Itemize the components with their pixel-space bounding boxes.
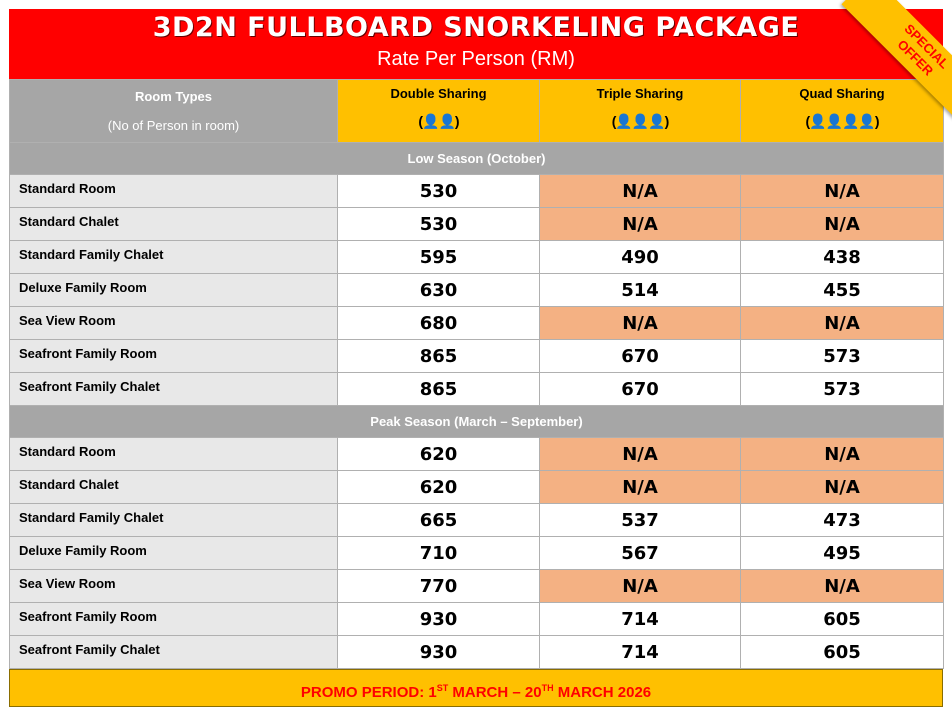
- double-sharing-header: Double Sharing (👤👤): [337, 79, 540, 143]
- room-type-cell: Standard Chalet: [9, 207, 338, 241]
- quad-rate-cell: 605: [740, 635, 944, 669]
- table-row: Standard Family Chalet 595 490 438: [9, 240, 944, 274]
- room-type-cell: Deluxe Family Room: [9, 536, 338, 570]
- room-type-cell: Deluxe Family Room: [9, 273, 338, 307]
- triple-rate-cell: 514: [539, 273, 741, 307]
- room-types-header: Room Types (No of Person in room): [9, 79, 338, 143]
- room-type-cell: Standard Family Chalet: [9, 240, 338, 274]
- promo-sup-st: ST: [436, 683, 449, 693]
- triple-rate-cell: N/A: [539, 174, 741, 208]
- triple-rate-cell: 537: [539, 503, 741, 537]
- table-row: Standard Room 620 N/A N/A: [9, 437, 944, 471]
- two-persons-icon: (👤👤): [418, 113, 459, 129]
- season-label: Low Season (October): [9, 142, 944, 175]
- header-banner: 3D2N FULLBOARD SNORKELING PACKAGE Rate P…: [9, 9, 943, 79]
- triple-rate-cell: 714: [539, 635, 741, 669]
- double-rate-cell: 620: [337, 470, 540, 504]
- quad-sharing-label: Quad Sharing: [799, 86, 885, 101]
- double-rate-cell: 665: [337, 503, 540, 537]
- triple-rate-cell: 490: [539, 240, 741, 274]
- double-rate-cell: 865: [337, 372, 540, 406]
- season-label: Peak Season (March – September): [9, 405, 944, 438]
- promo-prefix: PROMO PERIOD: 1: [300, 684, 437, 701]
- room-type-cell: Standard Room: [9, 174, 338, 208]
- table-row: Standard Chalet 530 N/A N/A: [9, 207, 944, 241]
- double-rate-cell: 530: [337, 174, 540, 208]
- table-row: Sea View Room 680 N/A N/A: [9, 306, 944, 340]
- quad-rate-cell: N/A: [740, 174, 944, 208]
- table-row: Seafront Family Chalet 930 714 605: [9, 635, 944, 669]
- rate-table: Room Types (No of Person in room) Double…: [9, 79, 944, 669]
- double-sharing-label: Double Sharing: [390, 86, 487, 101]
- quad-rate-cell: N/A: [740, 306, 944, 340]
- triple-rate-cell: 670: [539, 339, 741, 373]
- double-rate-cell: 620: [337, 437, 540, 471]
- room-type-cell: Sea View Room: [9, 306, 338, 340]
- room-types-label: Room Types: [134, 89, 213, 104]
- quad-rate-cell: 455: [740, 273, 944, 307]
- promo-period-banner: PROMO PERIOD: 1ST MARCH – 20TH MARCH 202…: [9, 669, 943, 707]
- room-type-cell: Standard Family Chalet: [9, 503, 338, 537]
- quad-rate-cell: N/A: [740, 470, 944, 504]
- triple-rate-cell: N/A: [539, 207, 741, 241]
- room-type-cell: Seafront Family Room: [9, 339, 338, 373]
- promo-middle: MARCH – 20: [448, 684, 542, 701]
- triple-rate-cell: N/A: [539, 569, 741, 603]
- double-rate-cell: 630: [337, 273, 540, 307]
- room-type-cell: Seafront Family Room: [9, 602, 338, 636]
- quad-rate-cell: N/A: [740, 437, 944, 471]
- rate-sheet: 3D2N FULLBOARD SNORKELING PACKAGE Rate P…: [9, 9, 944, 707]
- double-rate-cell: 710: [337, 536, 540, 570]
- promo-sup-th: TH: [541, 683, 554, 693]
- room-type-cell: Sea View Room: [9, 569, 338, 603]
- room-persons-label: (No of Person in room): [107, 118, 240, 133]
- quad-rate-cell: 473: [740, 503, 944, 537]
- quad-sharing-header: Quad Sharing (👤👤👤👤): [740, 79, 944, 143]
- table-row: Standard Chalet 620 N/A N/A: [9, 470, 944, 504]
- quad-rate-cell: 438: [740, 240, 944, 274]
- double-rate-cell: 930: [337, 602, 540, 636]
- quad-rate-cell: N/A: [740, 569, 944, 603]
- double-rate-cell: 595: [337, 240, 540, 274]
- double-rate-cell: 930: [337, 635, 540, 669]
- table-row: Deluxe Family Room 630 514 455: [9, 273, 944, 307]
- table-row: Standard Room 530 N/A N/A: [9, 174, 944, 208]
- triple-rate-cell: 670: [539, 372, 741, 406]
- four-persons-icon: (👤👤👤👤): [805, 113, 879, 129]
- quad-rate-cell: 573: [740, 372, 944, 406]
- table-row: Standard Family Chalet 665 537 473: [9, 503, 944, 537]
- double-rate-cell: 770: [337, 569, 540, 603]
- triple-rate-cell: 567: [539, 536, 741, 570]
- quad-rate-cell: 495: [740, 536, 944, 570]
- season-row: Low Season (October): [9, 142, 944, 175]
- table-row: Seafront Family Room 865 670 573: [9, 339, 944, 373]
- room-type-cell: Seafront Family Chalet: [9, 372, 338, 406]
- quad-rate-cell: 573: [740, 339, 944, 373]
- three-persons-icon: (👤👤👤): [611, 113, 670, 129]
- triple-sharing-label: Triple Sharing: [596, 86, 684, 101]
- table-row: Sea View Room 770 N/A N/A: [9, 569, 944, 603]
- table-row: Seafront Family Chalet 865 670 573: [9, 372, 944, 406]
- table-row: Seafront Family Room 930 714 605: [9, 602, 944, 636]
- quad-rate-cell: N/A: [740, 207, 944, 241]
- table-row: Deluxe Family Room 710 567 495: [9, 536, 944, 570]
- triple-rate-cell: N/A: [539, 437, 741, 471]
- triple-rate-cell: N/A: [539, 306, 741, 340]
- season-row: Peak Season (March – September): [9, 405, 944, 438]
- room-type-cell: Standard Room: [9, 437, 338, 471]
- quad-rate-cell: 605: [740, 602, 944, 636]
- double-rate-cell: 680: [337, 306, 540, 340]
- promo-suffix: MARCH 2026: [553, 684, 652, 701]
- room-type-cell: Standard Chalet: [9, 470, 338, 504]
- room-type-cell: Seafront Family Chalet: [9, 635, 338, 669]
- triple-rate-cell: N/A: [539, 470, 741, 504]
- page-title: 3D2N FULLBOARD SNORKELING PACKAGE: [152, 12, 800, 43]
- double-rate-cell: 530: [337, 207, 540, 241]
- page-subtitle: Rate Per Person (RM): [377, 48, 575, 70]
- double-rate-cell: 865: [337, 339, 540, 373]
- triple-sharing-header: Triple Sharing (👤👤👤): [539, 79, 741, 143]
- triple-rate-cell: 714: [539, 602, 741, 636]
